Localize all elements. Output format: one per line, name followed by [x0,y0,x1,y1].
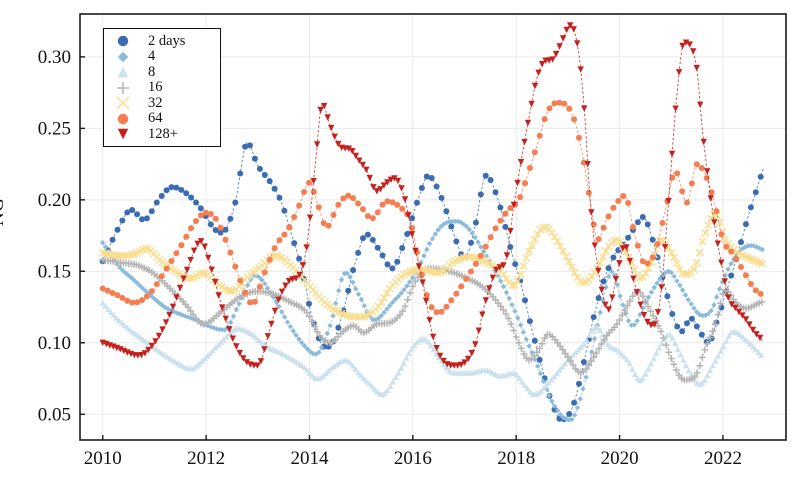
triangle-down-legend-marker-icon [117,128,129,140]
diamond-legend-marker-icon [117,51,129,62]
legend-item: 8 [113,65,220,79]
x-tick-label: 2010 [84,448,122,469]
legend-item-label: 16 [148,79,163,96]
x-tick-label: 2022 [704,448,742,469]
y-tick-label: 0.05 [38,404,71,425]
legend: 2 days 4 8 16 32 64 128+ [103,28,221,147]
series-32 [98,210,767,322]
series-2-days [99,142,764,423]
x-tick-label: 2012 [187,448,225,469]
y-tick-label: 0.25 [38,118,71,139]
y-axis-label: NG [0,197,8,226]
legend-item: 64 [113,110,220,127]
legend-item: 32 [113,96,220,110]
x-tick-label: 2018 [497,448,535,469]
legend-item: 128+ [113,127,220,141]
series-8 [99,299,765,398]
x-tick-label: 2020 [601,448,639,469]
y-tick-label: 0.30 [38,47,71,68]
legend-item-label: 64 [148,110,163,127]
y-tick-label: 0.10 [38,333,71,354]
circle-legend-marker-icon [117,113,129,124]
triangle-up-legend-marker-icon [117,66,129,78]
axes-frame: 2010 2012 2014 2016 2018 2020 2022 0.05 0.10 0.15… [38,13,787,469]
plus-legend-marker-icon [117,81,129,94]
y-tick-label: 0.20 [38,190,71,211]
series-64 [99,99,764,316]
legend-item-label: 8 [148,63,156,80]
x-tick-label: 2016 [394,448,432,469]
legend-item-label: 32 [148,94,163,111]
x-legend-marker-icon [116,96,130,110]
legend-item: 4 [113,48,220,65]
legend-item-label: 4 [148,48,156,65]
legend-item-label: 2 days [148,32,186,49]
legend-item: 16 [113,79,220,96]
series-128- [99,22,764,369]
legend-item: 2 days [113,34,220,48]
legend-item-label: 128+ [148,125,178,142]
y-tick-label: 0.15 [38,261,71,282]
circle-legend-marker-icon [117,35,129,47]
x-tick-label: 2014 [290,448,329,469]
